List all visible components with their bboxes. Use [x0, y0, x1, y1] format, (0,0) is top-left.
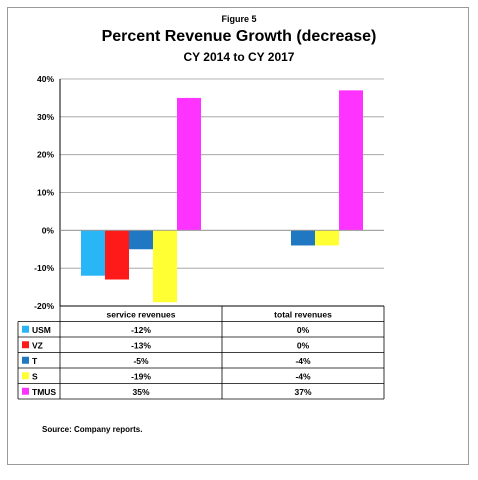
data-label: -13% — [131, 341, 151, 351]
bar-s — [315, 230, 339, 246]
legend-label: VZ — [32, 341, 43, 351]
legend-key-s — [22, 372, 29, 380]
legend-key-tmus — [22, 387, 29, 395]
data-label: 37% — [294, 387, 311, 397]
legend-label: S — [32, 372, 38, 382]
data-label: 0% — [297, 341, 310, 351]
data-label: -12% — [131, 325, 151, 335]
y-tick-label: 30% — [37, 112, 54, 122]
figure-frame — [7, 7, 469, 465]
y-tick-label: 20% — [37, 150, 54, 160]
legend-key-usm — [22, 325, 29, 333]
y-tick-label: 0% — [42, 225, 55, 235]
category-label: total revenues — [274, 310, 332, 320]
chart-subtitle: CY 2014 to CY 2017 — [183, 50, 295, 64]
data-label: 0% — [297, 325, 310, 335]
data-table: service revenues total revenues USM -12% 0% V… — [17, 305, 385, 400]
bar-s — [153, 230, 177, 303]
bar-tmus — [339, 90, 363, 231]
bar-t — [291, 230, 315, 246]
bars-layer — [81, 90, 363, 303]
legend-key-vz — [22, 341, 29, 349]
bar-vz — [105, 230, 129, 280]
bar-usm — [81, 230, 105, 276]
legend-label: T — [32, 356, 38, 366]
legend-label: TMUS — [32, 387, 56, 397]
data-label: -4% — [295, 356, 311, 366]
legend-key-t — [22, 356, 29, 364]
figure-label: Figure 5 — [221, 14, 257, 24]
y-tick-label: -10% — [34, 263, 54, 273]
source-note: Source: Company reports. — [42, 425, 143, 434]
y-tick-label: -20% — [34, 301, 54, 311]
data-label: -4% — [295, 372, 311, 382]
category-label: service revenues — [107, 310, 176, 320]
data-label: -5% — [133, 356, 149, 366]
y-tick-label: 10% — [37, 188, 54, 198]
bar-tmus — [177, 97, 201, 231]
legend-label: USM — [32, 325, 51, 335]
bar-t — [129, 230, 153, 250]
data-label: -19% — [131, 372, 151, 382]
chart-title: Percent Revenue Growth (decrease) — [101, 28, 377, 45]
y-tick-label: 40% — [37, 74, 54, 84]
data-label: 35% — [132, 387, 149, 397]
axis-layer: 40% 30% 20% 10% 0% -10% -20% — [34, 74, 384, 311]
